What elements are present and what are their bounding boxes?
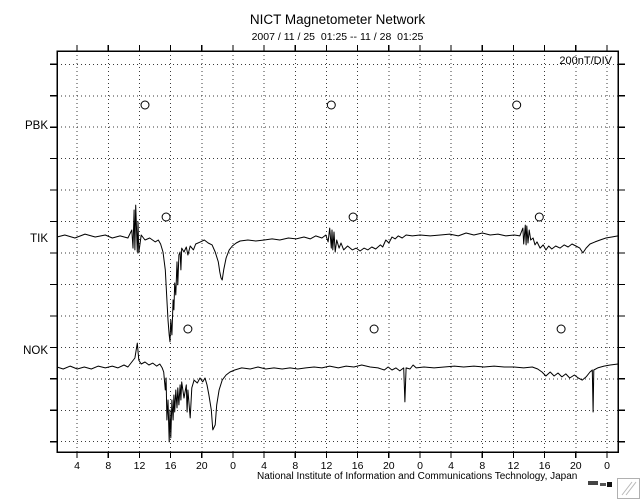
x-tick-label: 16 xyxy=(352,460,364,472)
x-tick-label: 12 xyxy=(134,460,146,472)
noon-marker-pbk xyxy=(512,100,522,110)
x-tick-label: 0 xyxy=(417,460,423,472)
page-title: NICT Magnetometer Network xyxy=(249,12,426,27)
noon-marker-pbk xyxy=(326,100,336,110)
institute-credit: National Institute of Information and Co… xyxy=(257,471,578,482)
noon-marker-nok xyxy=(369,324,379,334)
scale-per-division-label: 200nT/DIV xyxy=(559,55,612,67)
x-tick-label: 8 xyxy=(479,460,485,472)
x-tick-label: 12 xyxy=(321,460,333,472)
x-tick-label: 4 xyxy=(74,460,80,472)
x-tick-label: 20 xyxy=(196,460,208,472)
x-tick-label: 4 xyxy=(448,460,454,472)
noon-marker-pbk xyxy=(140,100,150,110)
station-label-tik: TIK xyxy=(30,233,48,245)
noon-marker-tik xyxy=(348,212,358,222)
noon-marker-tik xyxy=(534,212,544,222)
x-tick-label: 20 xyxy=(570,460,582,472)
noon-marker-nok xyxy=(183,324,193,334)
x-tick-label: 12 xyxy=(508,460,520,472)
trace-nok xyxy=(56,342,619,443)
noon-marker-nok xyxy=(556,324,566,334)
noon-marker-tik xyxy=(161,212,171,222)
fine-print-smudge xyxy=(588,479,612,488)
plot-frame xyxy=(56,50,619,453)
x-tick-label: 8 xyxy=(105,460,111,472)
trace-tik xyxy=(56,204,619,343)
x-tick-label: 16 xyxy=(165,460,177,472)
date-range-subtitle: 2007 / 11 / 25 01:25 -- 11 / 28 01:25 xyxy=(251,31,424,43)
hatched-placeholder-icon xyxy=(617,478,640,499)
x-tick-label: 8 xyxy=(292,460,298,472)
x-tick-label: 16 xyxy=(539,460,551,472)
x-tick-label: 0 xyxy=(604,460,610,472)
station-label-nok: NOK xyxy=(23,345,48,357)
x-tick-label: 20 xyxy=(383,460,395,472)
x-tick-label: 0 xyxy=(230,460,236,472)
x-tick-label: 4 xyxy=(261,460,267,472)
station-label-pbk: PBK xyxy=(24,120,48,132)
